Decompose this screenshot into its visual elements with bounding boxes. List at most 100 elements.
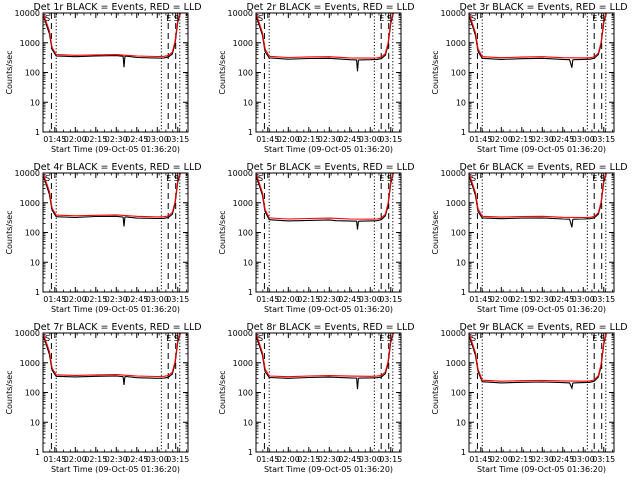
x-tick-label: 03:00	[359, 455, 382, 464]
plot-frame	[468, 172, 615, 293]
marker-label-start-2: S	[174, 174, 179, 183]
x-tick-label: 01:45	[469, 455, 492, 464]
y-tick-label: 10	[30, 98, 40, 107]
plot-frame	[255, 332, 402, 453]
x-tick-label: 02:15	[297, 295, 320, 304]
series-line-lld	[469, 173, 614, 219]
x-tick-label: 03:00	[146, 295, 169, 304]
x-tick-label: 02:30	[105, 455, 128, 464]
y-tick-label: 10	[30, 418, 40, 427]
x-axis-label: Start Time (09-Oct-05 01:36:20)	[264, 145, 393, 154]
x-axis-label: Start Time (09-Oct-05 01:36:20)	[264, 305, 393, 314]
x-tick-label: 02:15	[510, 455, 533, 464]
x-tick-label: 02:00	[277, 295, 300, 304]
x-tick-label: 01:45	[43, 455, 66, 464]
y-axis-label: Counts/sec	[5, 210, 14, 254]
x-tick-label: 02:00	[490, 295, 513, 304]
x-tick-label: 02:00	[64, 455, 87, 464]
y-tick-label: 100	[25, 69, 40, 78]
y-tick-label: 1000	[20, 39, 40, 48]
marker-label-start-2: S	[600, 334, 605, 343]
panel-det-1: Det 1r BLACK = Events, RED = LLD10000100…	[5, 2, 202, 154]
x-tick-label: 03:15	[379, 455, 402, 464]
marker-label-start: S	[45, 174, 50, 183]
marker-label-end: E	[379, 174, 384, 183]
marker-label-start-2: S	[387, 14, 392, 23]
x-tick-label: 02:45	[338, 295, 361, 304]
series-line-lld	[256, 333, 401, 378]
marker-label-end: E	[166, 334, 171, 343]
marker-label-start-2: S	[387, 334, 392, 343]
y-tick-label: 1	[461, 448, 466, 457]
series-line-events	[43, 333, 188, 385]
marker-label-start: S	[258, 334, 263, 343]
y-tick-label: 10000	[441, 9, 466, 18]
series-line-lld	[469, 13, 614, 59]
x-tick-label: 03:15	[166, 295, 189, 304]
y-axis-label: Counts/sec	[431, 370, 440, 414]
y-tick-label: 10000	[228, 9, 253, 18]
y-tick-label: 1000	[233, 359, 253, 368]
x-tick-label: 02:30	[105, 295, 128, 304]
x-tick-label: 02:15	[510, 135, 533, 144]
y-tick-label: 10000	[15, 9, 40, 18]
marker-label-end: E	[592, 334, 597, 343]
panel-title: Det 4r BLACK = Events, RED = LLD	[33, 162, 201, 173]
y-tick-label: 1	[461, 128, 466, 137]
y-tick-label: 1	[248, 288, 253, 297]
y-axis-label: Counts/sec	[431, 210, 440, 254]
x-tick-label: 03:15	[592, 135, 615, 144]
y-tick-label: 100	[451, 389, 466, 398]
x-tick-label: 03:00	[146, 455, 169, 464]
x-tick-label: 03:00	[572, 295, 595, 304]
x-tick-label: 03:15	[166, 455, 189, 464]
y-tick-label: 10	[456, 98, 466, 107]
y-tick-label: 10	[243, 98, 253, 107]
x-tick-label: 01:45	[469, 295, 492, 304]
panel-det-6: Det 6r BLACK = Events, RED = LLD10000100…	[431, 162, 628, 314]
x-axis-label: Start Time (09-Oct-05 01:36:20)	[477, 465, 606, 474]
x-tick-label: 02:30	[105, 135, 128, 144]
marker-label-end: E	[592, 14, 597, 23]
plot-frame	[42, 172, 189, 293]
x-tick-label: 03:00	[146, 135, 169, 144]
y-tick-label: 10	[30, 258, 40, 267]
panel-title: Det 6r BLACK = Events, RED = LLD	[459, 162, 627, 173]
marker-label-start: S	[471, 14, 476, 23]
y-axis-label: Counts/sec	[218, 370, 227, 414]
x-tick-label: 03:15	[379, 295, 402, 304]
panel-title: Det 3r BLACK = Events, RED = LLD	[459, 2, 627, 13]
y-tick-label: 10000	[15, 169, 40, 178]
x-tick-label: 01:45	[43, 135, 66, 144]
x-tick-label: 02:00	[490, 135, 513, 144]
y-tick-label: 100	[451, 229, 466, 238]
marker-label-start: S	[258, 174, 263, 183]
y-axis-label: Counts/sec	[431, 50, 440, 94]
x-tick-label: 02:45	[125, 295, 148, 304]
x-tick-label: 02:30	[531, 455, 554, 464]
x-tick-label: 02:45	[125, 135, 148, 144]
y-tick-label: 10000	[228, 169, 253, 178]
x-tick-label: 03:00	[359, 295, 382, 304]
series-line-events	[43, 13, 188, 68]
y-tick-label: 1000	[233, 199, 253, 208]
y-tick-label: 100	[25, 229, 40, 238]
y-tick-label: 100	[25, 389, 40, 398]
y-tick-label: 10	[456, 258, 466, 267]
panel-title: Det 2r BLACK = Events, RED = LLD	[246, 2, 414, 13]
series-line-lld	[43, 173, 188, 218]
marker-label-start-2: S	[600, 174, 605, 183]
panel-det-4: Det 4r BLACK = Events, RED = LLD10000100…	[5, 162, 202, 314]
y-tick-label: 10000	[228, 329, 253, 338]
x-tick-label: 02:00	[277, 455, 300, 464]
series-line-lld	[43, 13, 188, 58]
x-tick-label: 02:45	[551, 295, 574, 304]
series-line-lld	[256, 173, 401, 220]
x-tick-label: 03:00	[359, 135, 382, 144]
x-tick-label: 02:45	[125, 455, 148, 464]
series-line-events	[43, 173, 188, 227]
x-tick-label: 02:45	[338, 455, 361, 464]
x-axis-label: Start Time (09-Oct-05 01:36:20)	[477, 145, 606, 154]
